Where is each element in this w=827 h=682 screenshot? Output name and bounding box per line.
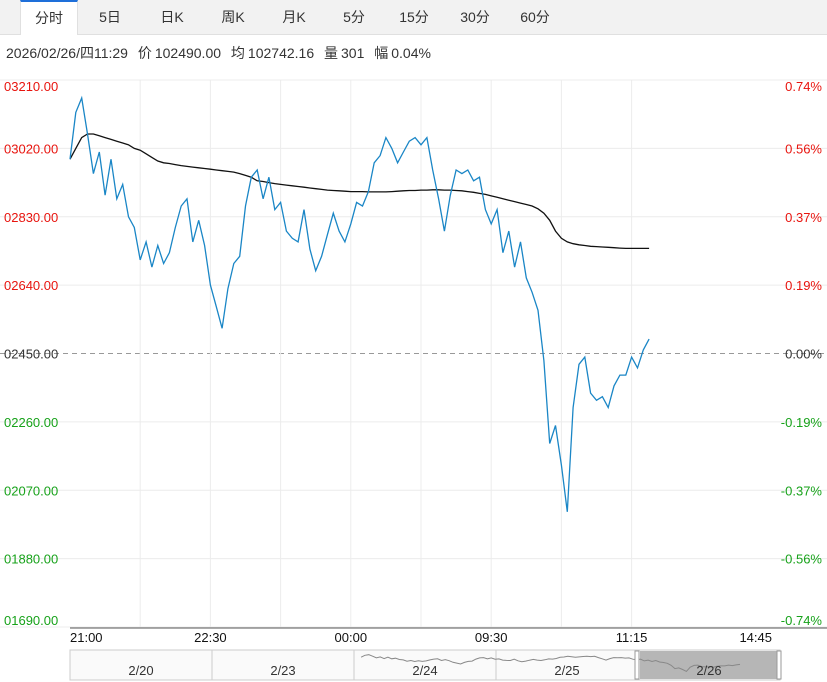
- pct-tick-label: 0.37%: [785, 210, 822, 225]
- price-line: [69, 95, 650, 512]
- price-value: 102490.00: [154, 45, 222, 61]
- tab-15min[interactable]: 15分: [399, 9, 429, 25]
- quote-info-bar: 2026/02/26/四11:29 价 102490.00 均 102742.16 …: [6, 43, 437, 63]
- y-tick-label: 03020.00: [4, 141, 58, 156]
- navigator-day-label: 2/24: [412, 663, 437, 678]
- y-tick-label: 02070.00: [4, 483, 58, 498]
- tab-weekly-k[interactable]: 周K: [221, 9, 245, 25]
- x-tick-label: 22:30: [194, 630, 227, 645]
- tab-60min[interactable]: 60分: [520, 9, 550, 25]
- y-tick-label: 02260.00: [4, 415, 58, 430]
- tab-5day[interactable]: 5日: [99, 9, 121, 25]
- y-tick-label: 02640.00: [4, 278, 58, 293]
- y-tick-label: 01690.00: [4, 613, 58, 628]
- y-tick-label: 01880.00: [4, 552, 58, 567]
- avg-price-line: [69, 133, 650, 250]
- navigator-day-label: 2/25: [554, 663, 579, 678]
- tab-5min[interactable]: 5分: [343, 9, 365, 25]
- navigator-day-label: 2/26: [696, 663, 721, 678]
- pct-tick-label: 0.74%: [785, 79, 822, 94]
- amplitude-value: 0.04%: [391, 45, 431, 61]
- tab-timeshare[interactable]: 分时: [20, 0, 78, 35]
- pct-tick-label: 0.19%: [785, 278, 822, 293]
- x-tick-label: 21:00: [70, 630, 103, 645]
- navigator-selection: [640, 651, 778, 679]
- navigator-day-label: 2/23: [270, 663, 295, 678]
- volume-label: 量: [324, 45, 338, 61]
- navigator-right-handle[interactable]: [776, 650, 782, 680]
- x-tick-label: 11:15: [616, 630, 648, 645]
- pct-tick-label: -0.19%: [781, 415, 823, 430]
- pct-tick-label: -0.37%: [781, 483, 823, 498]
- x-tick-label: 09:30: [475, 630, 508, 645]
- navigator-day-label: 2/20: [128, 663, 153, 678]
- y-tick-label: 02830.00: [4, 210, 58, 225]
- price-label: 价: [137, 45, 152, 61]
- tab-monthly-k[interactable]: 月K: [282, 9, 306, 25]
- tab-daily-k[interactable]: 日K: [160, 9, 184, 25]
- tab-30min[interactable]: 30分: [460, 9, 490, 25]
- volume-value: 301: [341, 45, 365, 61]
- avg-value: 102742.16: [247, 45, 315, 61]
- y-tick-label: 02450.00: [4, 347, 58, 362]
- x-tick-label: 14:45: [739, 630, 772, 645]
- pct-tick-label: 0.00%: [785, 347, 822, 362]
- quote-datetime: 2026/02/26/四11:29: [6, 45, 128, 61]
- x-tick-label: 00:00: [335, 630, 368, 645]
- navigator-left-handle[interactable]: [634, 650, 640, 680]
- pct-tick-label: 0.56%: [785, 141, 822, 156]
- navigator-sparkline: [360, 654, 741, 673]
- y-tick-label: 03210.00: [4, 79, 58, 94]
- pct-tick-label: -0.56%: [781, 552, 823, 567]
- pct-tick-label: -0.74%: [781, 613, 823, 628]
- amplitude-label: 幅: [374, 45, 389, 61]
- avg-label: 均: [230, 45, 245, 61]
- period-tabs: 分时 5日 日K 周K 月K 5分 15分 30分 60分: [0, 0, 827, 35]
